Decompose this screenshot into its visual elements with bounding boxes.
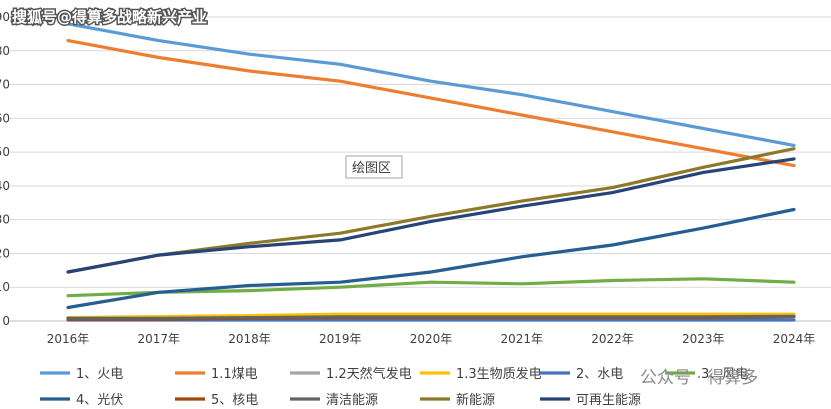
x-tick-label: 2023年: [682, 332, 725, 346]
x-tick-label: 2020年: [410, 332, 453, 346]
x-tick-label: 2019年: [319, 332, 362, 346]
series-line: [66, 157, 796, 274]
legend-label: 4、光伏: [76, 393, 123, 408]
legend-label: 可再生能源: [576, 393, 641, 408]
y-tick-label: 10: [0, 280, 10, 294]
legend-item: 4、光伏: [40, 393, 123, 408]
legend-label: 清洁能源: [326, 393, 378, 408]
legend-label: 3、风电: [701, 367, 748, 382]
y-tick-label: 90: [0, 10, 10, 24]
series-line: [66, 314, 796, 320]
legend-item: 1.2天然气发电: [290, 366, 412, 382]
watermark-top: 搜狐号@得算多战略新兴产业: [11, 7, 209, 28]
x-tick-label: 2017年: [137, 332, 180, 346]
legend-item: 1.1煤电: [175, 367, 258, 382]
legend-item: 5、核电: [175, 393, 258, 408]
legend: 1、火电 1.1煤电 1.2天然气发电 1.3生物质发电 2、水电 3、风电 4、光伏 5、核…: [40, 366, 748, 408]
legend-item: 3、风电: [665, 367, 748, 382]
y-tick-label: 80: [0, 44, 10, 58]
series-line: [66, 277, 796, 298]
legend-item: 1、火电: [40, 367, 123, 382]
x-tick-label: 2018年: [228, 332, 271, 346]
watermark-bottom-text: 公众号 · 得算多: [640, 368, 758, 388]
watermark-top-text: 搜狐号@得算多战略新兴产业: [12, 8, 207, 26]
y-tick-label: 30: [0, 213, 10, 227]
plot-area-label: 绘图区: [352, 161, 391, 176]
x-tick-label: 2021年: [500, 332, 543, 346]
y-tick-label: 50: [0, 145, 10, 159]
y-tick-label: 0: [2, 314, 10, 328]
legend-label: 1、火电: [76, 367, 123, 382]
series-line: [66, 38, 796, 168]
legend-label: 新能源: [456, 392, 495, 408]
y-tick-label: 20: [0, 246, 10, 260]
y-tick-label: 70: [0, 78, 10, 92]
plot-area-tooltip: 绘图区: [345, 155, 403, 179]
legend-item: 新能源: [420, 392, 495, 408]
x-tick-label: 2016年: [47, 332, 90, 346]
legend-label: 1.1煤电: [211, 367, 258, 382]
series-line: [66, 22, 796, 147]
legend-item: 可再生能源: [540, 393, 641, 408]
series-line: [66, 207, 796, 310]
x-axis-ticks: 2016年 2017年 2018年 2019年 2020年 2021年 2022年 2023年…: [47, 332, 816, 346]
watermark-bottom: 公众号 · 得算多: [640, 368, 758, 388]
series-line: [66, 312, 796, 320]
series-lines: [66, 22, 796, 322]
legend-item: 1.3生物质发电: [420, 366, 542, 382]
legend-label: 2、水电: [576, 367, 623, 382]
legend-item: 清洁能源: [290, 393, 378, 408]
legend-label: 1.3生物质发电: [456, 366, 542, 382]
x-tick-label: 2022年: [591, 332, 634, 346]
y-tick-label: 40: [0, 179, 10, 193]
legend-label: 1.2天然气发电: [326, 366, 412, 382]
gridlines: [10, 16, 831, 322]
y-tick-label: 60: [0, 111, 10, 125]
x-tick-label: 2024年: [773, 332, 816, 346]
legend-item: 2、水电: [540, 367, 623, 382]
y-axis-ticks: 0 10 20 30 40 50 60 70 80 90: [0, 10, 10, 328]
legend-label: 5、核电: [211, 393, 258, 408]
